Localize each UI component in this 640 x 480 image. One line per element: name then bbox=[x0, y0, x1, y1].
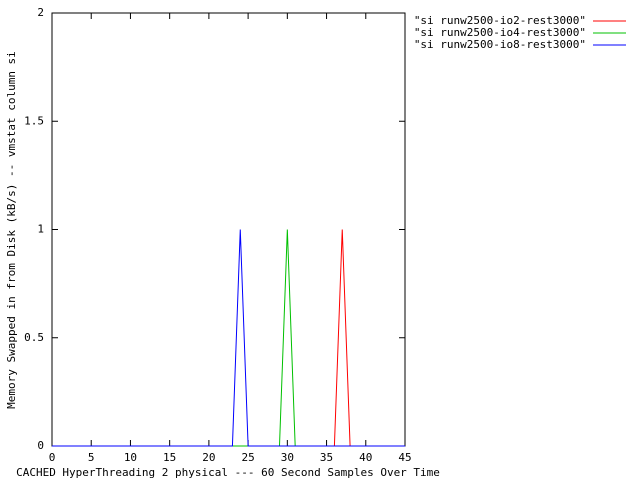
legend-label: "si runw2500-io4-rest3000" bbox=[414, 26, 586, 39]
y-tick-label: 0 bbox=[37, 439, 44, 452]
data-line bbox=[52, 229, 405, 447]
x-axis-label: CACHED HyperThreading 2 physical --- 60 … bbox=[16, 466, 440, 479]
y-tick-label: 1 bbox=[37, 223, 44, 236]
x-tick-label: 10 bbox=[124, 451, 137, 464]
y-tick-label: 0.5 bbox=[24, 331, 44, 344]
y-tick-label: 2 bbox=[37, 6, 44, 19]
x-tick-label: 25 bbox=[241, 451, 254, 464]
legend-label: "si runw2500-io8-rest3000" bbox=[414, 38, 586, 51]
y-tick-label: 1.5 bbox=[24, 114, 44, 127]
x-tick-label: 45 bbox=[398, 451, 411, 464]
x-tick-label: 0 bbox=[49, 451, 56, 464]
legend-label: "si runw2500-io2-rest3000" bbox=[414, 14, 586, 27]
x-tick-label: 40 bbox=[359, 451, 372, 464]
x-tick-label: 20 bbox=[202, 451, 215, 464]
data-line bbox=[52, 229, 405, 447]
plot-frame bbox=[51, 12, 406, 447]
x-tick-label: 5 bbox=[88, 451, 95, 464]
y-axis-label: Memory Swapped in from Disk (kB/s) -- vm… bbox=[5, 51, 18, 409]
x-tick-label: 35 bbox=[320, 451, 333, 464]
x-tick-label: 30 bbox=[281, 451, 294, 464]
data-line bbox=[52, 229, 405, 447]
x-tick-label: 15 bbox=[163, 451, 176, 464]
